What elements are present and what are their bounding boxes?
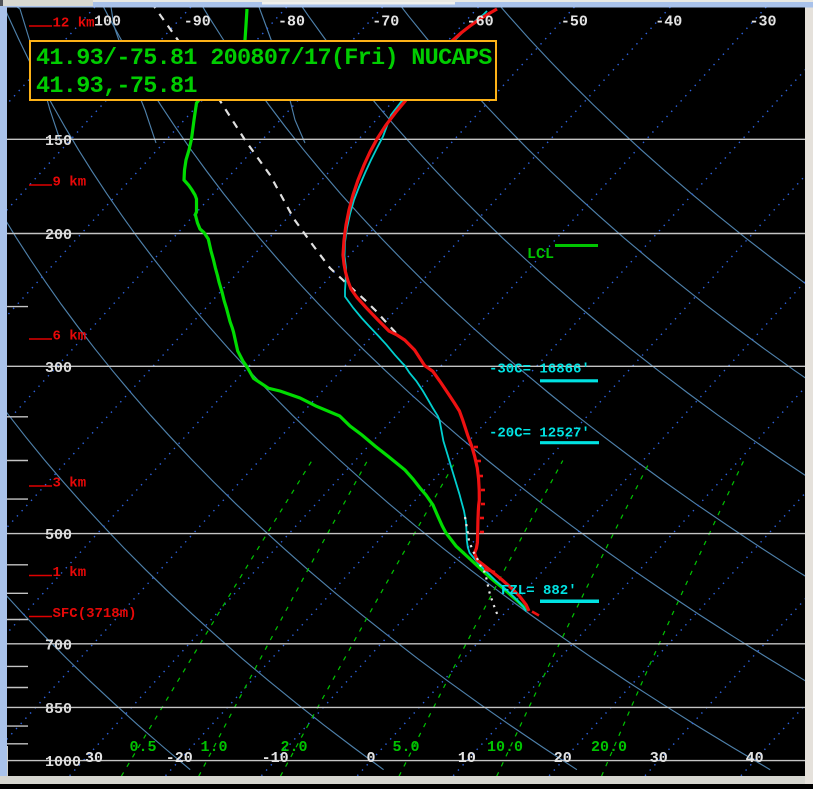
svg-text:-80: -80 [278, 14, 305, 31]
svg-text:-20: -20 [166, 750, 193, 767]
svg-text:20: 20 [554, 750, 572, 767]
svg-text:41.93,-75.81: 41.93,-75.81 [36, 73, 197, 100]
svg-text:-30: -30 [749, 14, 776, 31]
svg-text:-60: -60 [467, 14, 494, 31]
svg-text:100: 100 [94, 14, 121, 31]
svg-text:-70: -70 [372, 14, 399, 31]
svg-text:12 km: 12 km [53, 16, 95, 32]
svg-text:-10: -10 [262, 750, 289, 767]
svg-text:200: 200 [45, 227, 72, 244]
svg-text:500: 500 [45, 527, 72, 544]
svg-text:5.0: 5.0 [392, 739, 419, 756]
svg-text:6 km: 6 km [53, 329, 87, 345]
svg-text:2.0: 2.0 [280, 739, 307, 756]
svg-text:0: 0 [366, 750, 375, 767]
svg-text:-30C= 16866': -30C= 16866' [489, 362, 590, 378]
svg-text:20.0: 20.0 [591, 739, 627, 756]
svg-text:40: 40 [746, 750, 764, 767]
svg-text:3 km: 3 km [53, 476, 87, 492]
svg-text:SFC(3718m): SFC(3718m) [53, 606, 137, 622]
svg-text:-90: -90 [184, 14, 211, 31]
svg-text:-50: -50 [561, 14, 588, 31]
svg-text:850: 850 [45, 701, 72, 718]
svg-text:700: 700 [45, 637, 72, 654]
svg-text:1.0: 1.0 [200, 739, 227, 756]
svg-text:30: 30 [650, 750, 668, 767]
svg-text:1 km: 1 km [53, 565, 87, 581]
svg-text:41.93/-75.81 200807/17(Fri) NU: 41.93/-75.81 200807/17(Fri) NUCAPS [36, 45, 492, 72]
svg-text:10.0: 10.0 [487, 739, 523, 756]
svg-text:-40: -40 [655, 14, 682, 31]
svg-text:10: 10 [458, 750, 476, 767]
svg-text:150: 150 [45, 133, 72, 150]
svg-text:9 km: 9 km [53, 175, 87, 191]
svg-text:0.5: 0.5 [129, 739, 156, 756]
svg-text:LCL: LCL [527, 246, 554, 263]
svg-text:-20C= 12527': -20C= 12527' [489, 426, 590, 442]
svg-text:FZL= 882': FZL= 882' [501, 583, 577, 599]
svg-text:300: 300 [45, 360, 72, 377]
svg-text:30: 30 [85, 750, 103, 767]
svg-text:1000: 1000 [45, 754, 81, 771]
